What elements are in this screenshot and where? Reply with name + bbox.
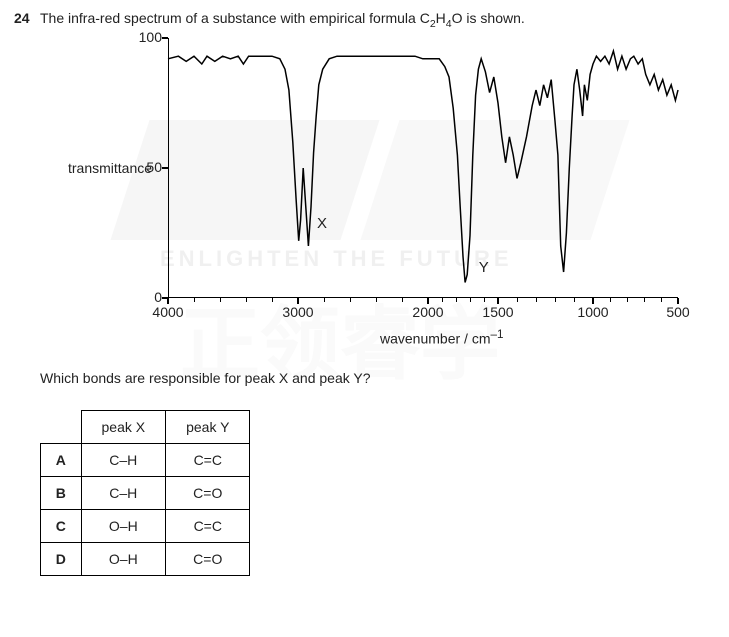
x-minor-tick (574, 298, 575, 302)
x-minor-tick (246, 298, 247, 302)
x-minor-tick (661, 298, 662, 302)
x-minor-tick (644, 298, 645, 302)
option-cell: O–H (81, 543, 166, 576)
x-minor-tick (536, 298, 537, 302)
option-cell: O–H (81, 510, 166, 543)
x-minor-tick (484, 298, 485, 302)
x-minor-tick (376, 298, 377, 302)
x-minor-tick (350, 298, 351, 302)
table-row: BC–HC=O (41, 477, 250, 510)
y-tick-label: 0 (122, 289, 162, 305)
peak-label-y: Y (479, 259, 489, 276)
option-cell: C=C (166, 510, 250, 543)
peak-label-x: X (317, 215, 327, 232)
question-text-part1: The infra-red spectrum of a substance wi… (40, 10, 430, 26)
answer-options-table: peak X peak Y AC–HC=CBC–HC=OCO–HC=CDO–HC… (40, 410, 250, 576)
option-cell: C=O (166, 543, 250, 576)
x-minor-tick (517, 298, 518, 302)
x-tick-label: 4000 (152, 304, 183, 320)
option-cell: C–H (81, 444, 166, 477)
x-minor-tick (555, 298, 556, 302)
option-label: B (41, 477, 82, 510)
option-label: A (41, 444, 82, 477)
x-minor-tick (220, 298, 221, 302)
y-tick-label: 100 (122, 29, 162, 45)
x-tick-label: 500 (666, 304, 689, 320)
option-cell: C=O (166, 477, 250, 510)
x-minor-tick (470, 298, 471, 302)
table-header-peak-y: peak Y (166, 411, 250, 444)
x-axis-label: wavenumber / cm–1 (380, 328, 503, 347)
x-tick-label: 3000 (282, 304, 313, 320)
x-minor-tick (324, 298, 325, 302)
x-minor-tick (627, 298, 628, 302)
x-minor-tick (442, 298, 443, 302)
question-text-part2: H (436, 10, 446, 26)
x-tick-label: 1500 (482, 304, 513, 320)
x-axis-label-sup: –1 (490, 328, 503, 341)
question-text: The infra-red spectrum of a substance wi… (40, 10, 700, 30)
ir-spectrum-chart: XY (168, 38, 678, 298)
table-header-empty (41, 411, 82, 444)
x-tick-label: 1000 (577, 304, 608, 320)
spectrum-line (168, 38, 678, 298)
x-minor-tick (194, 298, 195, 302)
table-row: DO–HC=O (41, 543, 250, 576)
x-minor-tick (402, 298, 403, 302)
option-cell: C–H (81, 477, 166, 510)
x-axis-label-text: wavenumber / cm (380, 331, 490, 347)
x-tick-label: 2000 (412, 304, 443, 320)
table-row: CO–HC=C (41, 510, 250, 543)
option-cell: C=C (166, 444, 250, 477)
question-text-part3: O is shown. (452, 10, 525, 26)
table-row: AC–HC=C (41, 444, 250, 477)
table-header-row: peak X peak Y (41, 411, 250, 444)
option-label: D (41, 543, 82, 576)
option-label: C (41, 510, 82, 543)
y-tick-label: 50 (122, 159, 162, 175)
page: ENLIGHTEN THE FUTURE 正领睿学 24 The infra-r… (0, 0, 729, 637)
question-number: 24 (14, 10, 30, 26)
x-minor-tick (456, 298, 457, 302)
question-prompt: Which bonds are responsible for peak X a… (40, 370, 700, 386)
x-minor-tick (272, 298, 273, 302)
x-minor-tick (610, 298, 611, 302)
table-header-peak-x: peak X (81, 411, 166, 444)
